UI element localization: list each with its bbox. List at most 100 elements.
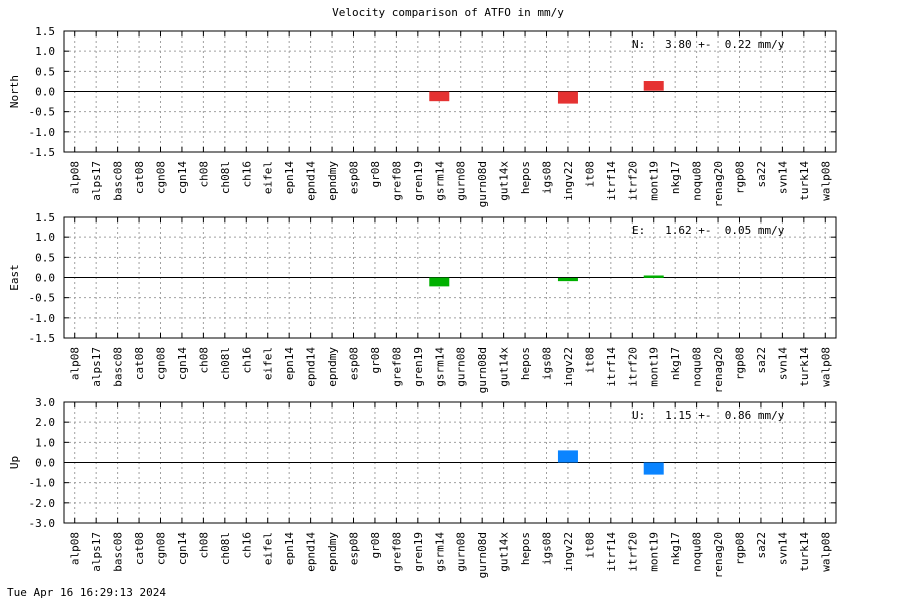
y-tick-label: -1.0 [29, 126, 56, 139]
x-tick-label: igs08 [541, 532, 554, 565]
x-tick-label: ch08 [197, 347, 210, 374]
x-tick-label: cat08 [133, 532, 146, 565]
y-tick-label: -0.5 [29, 292, 56, 305]
y-tick-label: -1.0 [29, 312, 56, 325]
x-tick-label: epndmy [326, 161, 339, 201]
x-tick-label: itrf14 [605, 161, 618, 201]
x-tick-label: esp08 [348, 161, 361, 194]
x-tick-label: sa22 [755, 161, 768, 188]
y-axis-label: Up [8, 456, 21, 469]
x-tick-label: alp08 [69, 532, 82, 565]
x-tick-label: cgn08 [155, 161, 168, 194]
x-tick-label: itrf20 [626, 347, 639, 387]
bar-gsrm14 [429, 91, 450, 102]
y-tick-label: 1.0 [35, 436, 55, 449]
x-tick-label: renag20 [712, 532, 725, 578]
x-tick-label: ch08 [197, 161, 210, 188]
x-tick-label: gurn08 [455, 161, 468, 201]
x-tick-label: svn14 [776, 347, 789, 380]
x-tick-label: cgn14 [176, 347, 189, 380]
y-tick-label: 0.0 [35, 457, 55, 470]
y-axis-label: North [8, 75, 21, 108]
x-tick-label: hepos [519, 161, 532, 194]
x-tick-label: cgn08 [155, 532, 168, 565]
x-tick-label: itrf20 [626, 532, 639, 572]
x-tick-label: gsrm14 [433, 532, 446, 572]
x-tick-label: mont19 [648, 161, 661, 201]
y-tick-label: 0.0 [35, 86, 55, 99]
y-tick-label: -0.5 [29, 106, 56, 119]
bar-gsrm14 [429, 277, 450, 287]
x-tick-label: noqu08 [691, 532, 704, 572]
x-tick-label: ch08l [219, 347, 232, 380]
x-tick-label: epndmy [326, 532, 339, 572]
x-tick-label: turk14 [798, 161, 811, 201]
x-tick-label: turk14 [798, 347, 811, 387]
x-tick-label: gr08 [369, 161, 382, 188]
bar-mont19 [643, 462, 664, 475]
x-tick-label: epn14 [283, 532, 296, 565]
x-tick-label: ingv22 [562, 347, 575, 387]
x-tick-label: gren19 [412, 161, 425, 201]
y-tick-label: -2.0 [29, 497, 56, 510]
x-tick-label: ch16 [240, 532, 253, 559]
x-tick-label: igs08 [541, 161, 554, 194]
x-tick-label: rgp08 [734, 161, 747, 194]
x-tick-label: epnd14 [305, 347, 318, 387]
x-tick-label: gr08 [369, 532, 382, 559]
x-tick-label: nkg17 [669, 532, 682, 565]
x-tick-label: gref08 [390, 161, 403, 201]
panel-north: 1.5 1.0 0.5 0.0 -0.5 -1.0 -1.5 alp08 alps17 basc0… [8, 25, 837, 207]
x-tick-label: itrf14 [605, 347, 618, 387]
x-tick-label: epnd14 [305, 532, 318, 572]
velocity-annotation: U: 1.15 +- 0.86 mm/y [632, 409, 785, 422]
x-tick-label: gren19 [412, 532, 425, 572]
chart-title: Velocity comparison of ATFO in mm/y [332, 6, 564, 19]
x-tick-label: esp08 [348, 347, 361, 380]
x-tick-label: renag20 [712, 347, 725, 393]
x-tick-label: basc08 [112, 532, 125, 572]
y-axis-label: East [8, 264, 21, 291]
x-tick-label: noqu08 [691, 161, 704, 201]
x-tick-label: alp08 [69, 161, 82, 194]
y-tick-label: -1.0 [29, 477, 56, 490]
x-tick-label: svn14 [776, 161, 789, 194]
x-tick-label: rgp08 [734, 532, 747, 565]
x-tick-label: it08 [583, 161, 596, 188]
y-tick-label: 0.5 [35, 65, 55, 78]
x-tick-label: gr08 [369, 347, 382, 374]
y-tick-label: -1.5 [29, 332, 56, 345]
bar-mont19 [643, 81, 664, 91]
x-tick-label: igs08 [541, 347, 554, 380]
bar-ingv22 [557, 91, 578, 104]
panel-east: 1.5 1.0 0.5 0.0 -0.5 -1.0 -1.5 alp08 alps17 basc0… [8, 211, 837, 393]
chart-panels: 1.5 1.0 0.5 0.0 -0.5 -1.0 -1.5 alp08 alps17 basc0… [8, 25, 837, 578]
x-tick-label: eifel [262, 161, 275, 194]
plot-frame [63, 401, 837, 524]
x-tick-label: cgn08 [155, 347, 168, 380]
x-tick-label: it08 [583, 347, 596, 374]
x-tick-label: ch16 [240, 161, 253, 188]
x-tick-label: nkg17 [669, 347, 682, 380]
timestamp-footer: Tue Apr 16 16:29:13 2024 [7, 586, 166, 599]
x-tick-label: it08 [583, 532, 596, 559]
x-tick-label: ingv22 [562, 532, 575, 572]
x-tick-label: ch08 [197, 532, 210, 559]
x-tick-label: sa22 [755, 347, 768, 374]
x-tick-label: epn14 [283, 347, 296, 380]
bar-ingv22 [557, 277, 578, 282]
x-tick-label: itrf20 [626, 161, 639, 201]
x-tick-label: itrf14 [605, 532, 618, 572]
y-tick-label: 2.0 [35, 416, 55, 429]
y-tick-label: 1.0 [35, 45, 55, 58]
x-tick-label: svn14 [776, 532, 789, 565]
x-tick-label: epndmy [326, 347, 339, 387]
x-tick-label: epn14 [283, 161, 296, 194]
x-tick-label: alp08 [69, 347, 82, 380]
plot-frame [63, 30, 837, 153]
x-tick-label: gref08 [390, 347, 403, 387]
y-tick-label: -3.0 [29, 517, 56, 530]
x-tick-label: basc08 [112, 347, 125, 387]
x-tick-label: cat08 [133, 347, 146, 380]
